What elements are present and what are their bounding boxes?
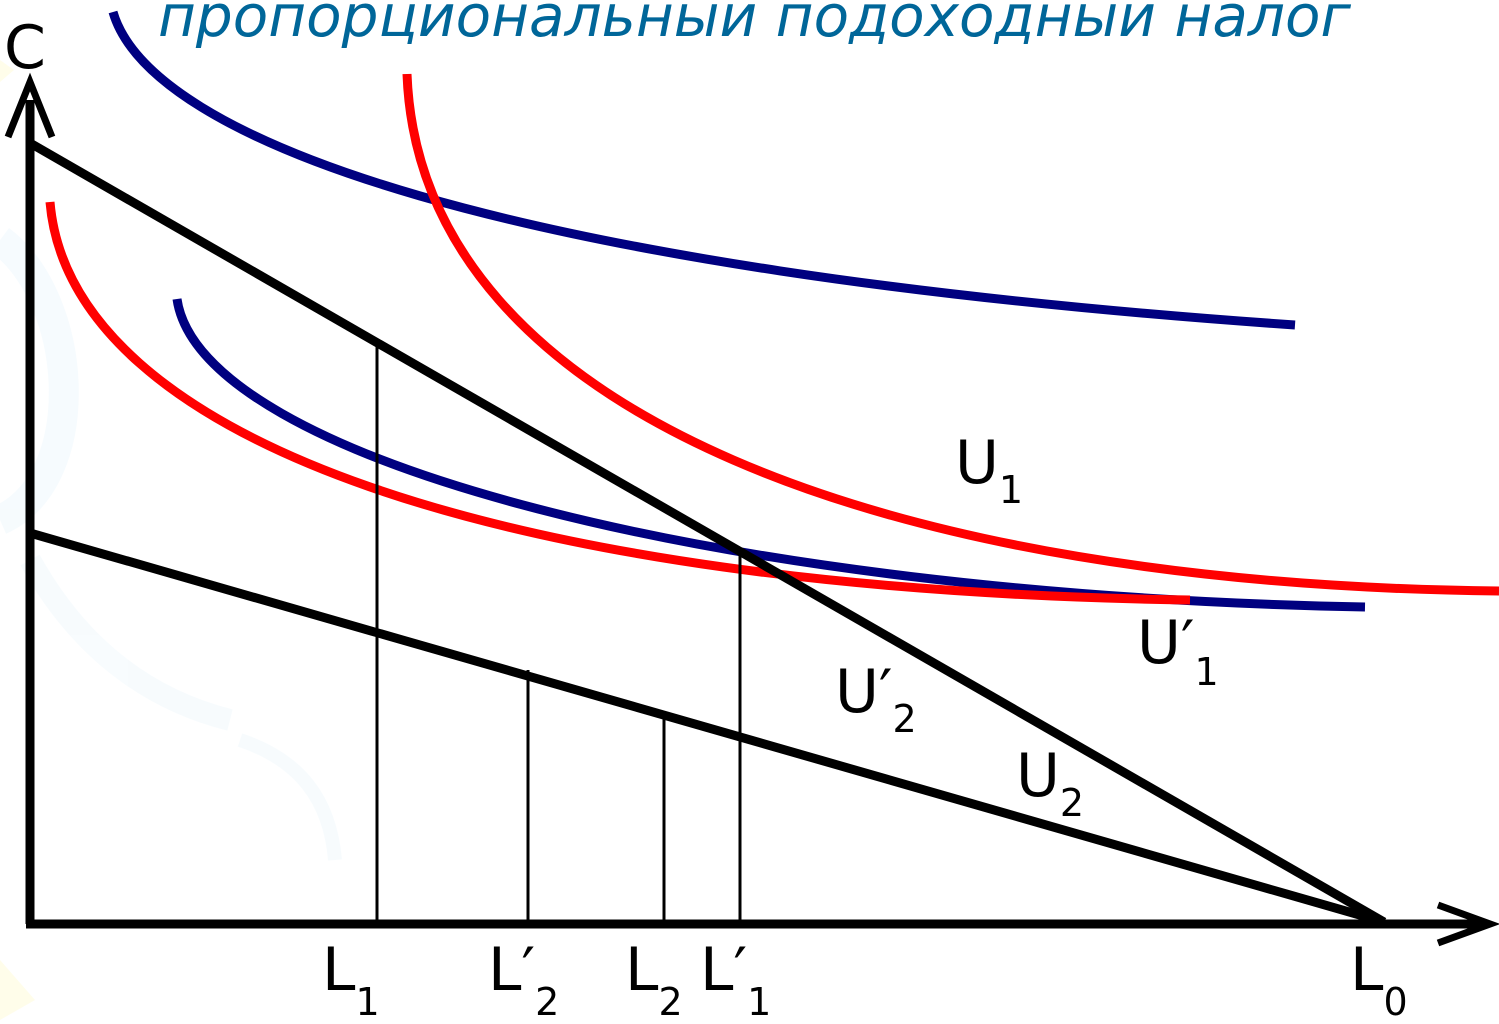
curve-label-u2: U2 — [1016, 741, 1084, 825]
diagram-title: пропорциональный подоходный налог — [158, 0, 1351, 50]
x-axis-arrow — [1436, 901, 1499, 947]
x-label-l2-prime: L′2 — [488, 935, 559, 1024]
curve-label-u2-prime: U′2 — [835, 657, 917, 741]
budget-line-before-tax — [27, 139, 1387, 926]
x-label-l1: L1 — [322, 935, 380, 1024]
y-axis-label: C — [4, 13, 46, 83]
red-indifference-curve-u1 — [402, 73, 1499, 596]
x-label-l2: L2 — [625, 935, 683, 1024]
blue-indifference-curve-u1-prime — [172, 298, 1366, 612]
y-axis-arrow — [4, 72, 56, 139]
x-label-l0: L0 — [1350, 935, 1408, 1024]
curve-label-u1: U1 — [955, 428, 1023, 512]
curve-label-u1-prime: U′1 — [1137, 608, 1219, 694]
x-label-l1-prime: L′1 — [700, 935, 771, 1024]
budget-line-after-tax — [28, 528, 1386, 927]
blue-indifference-curve-upper — [108, 10, 1296, 330]
red-indifference-curve-lower — [45, 201, 1191, 605]
